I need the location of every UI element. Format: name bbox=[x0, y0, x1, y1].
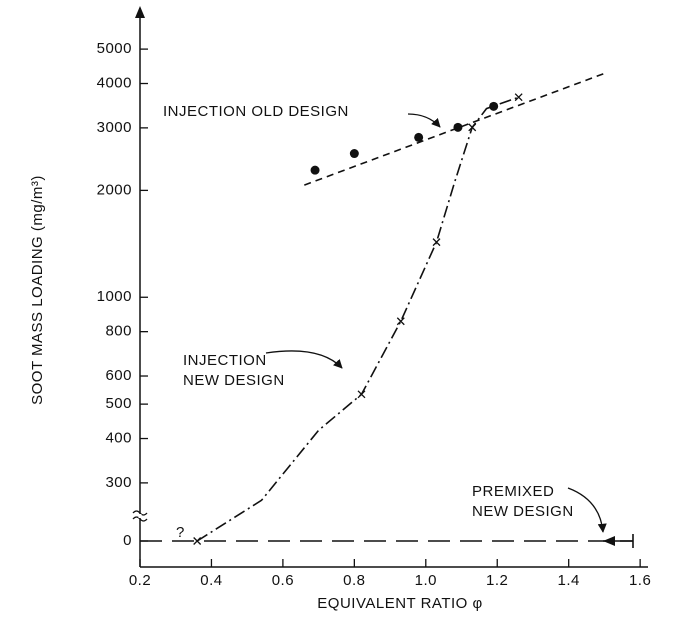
annotation: ? bbox=[176, 524, 185, 541]
annotation: PREMIXED bbox=[472, 483, 554, 500]
y-tick-label: 1000 bbox=[97, 288, 132, 305]
data-point bbox=[396, 317, 405, 326]
data-point bbox=[514, 93, 523, 102]
x-tick-label: 1.6 bbox=[629, 572, 651, 589]
data-point bbox=[432, 238, 441, 247]
y-tick-label: 5000 bbox=[97, 40, 132, 57]
x-tick-label: 1.0 bbox=[415, 572, 437, 589]
annotation: INJECTION bbox=[183, 352, 267, 369]
data-point bbox=[310, 165, 320, 175]
y-axis-title: SOOT MASS LOADING (mg/m³) bbox=[29, 175, 46, 405]
y-tick-label: 0 bbox=[123, 532, 132, 549]
x-axis-title: EQUIVALENT RATIO φ bbox=[317, 595, 482, 612]
y-tick-label: 800 bbox=[105, 323, 132, 340]
data-point bbox=[349, 149, 359, 159]
x-tick-label: 1.2 bbox=[486, 572, 508, 589]
leader-arrow bbox=[265, 350, 343, 369]
x-tick-label: 0.2 bbox=[129, 572, 151, 589]
axis-arrow bbox=[135, 6, 145, 18]
annotation: INJECTION OLD DESIGN bbox=[163, 103, 349, 120]
data-point bbox=[414, 132, 424, 142]
series-line bbox=[304, 72, 605, 186]
y-tick-label: 400 bbox=[105, 430, 132, 447]
data-point bbox=[453, 122, 463, 132]
x-tick-label: 0.8 bbox=[343, 572, 365, 589]
data-point bbox=[489, 101, 499, 111]
annotation: NEW DESIGN bbox=[183, 372, 285, 389]
y-tick-label: 3000 bbox=[97, 119, 132, 136]
y-tick-label: 2000 bbox=[97, 181, 132, 198]
x-tick-label: 0.6 bbox=[272, 572, 294, 589]
y-tick-label: 600 bbox=[105, 367, 132, 384]
axis-break bbox=[132, 510, 148, 522]
leader-arrow bbox=[407, 113, 441, 128]
x-tick-label: 0.4 bbox=[200, 572, 222, 589]
y-tick-label: 300 bbox=[105, 474, 132, 491]
annotation: NEW DESIGN bbox=[472, 503, 574, 520]
y-tick-label: 4000 bbox=[97, 74, 132, 91]
y-tick-label: 500 bbox=[105, 395, 132, 412]
series-line bbox=[196, 96, 519, 542]
axis-break-gap bbox=[138, 514, 142, 518]
leader-arrow bbox=[567, 487, 607, 533]
x-tick-label: 1.4 bbox=[558, 572, 580, 589]
